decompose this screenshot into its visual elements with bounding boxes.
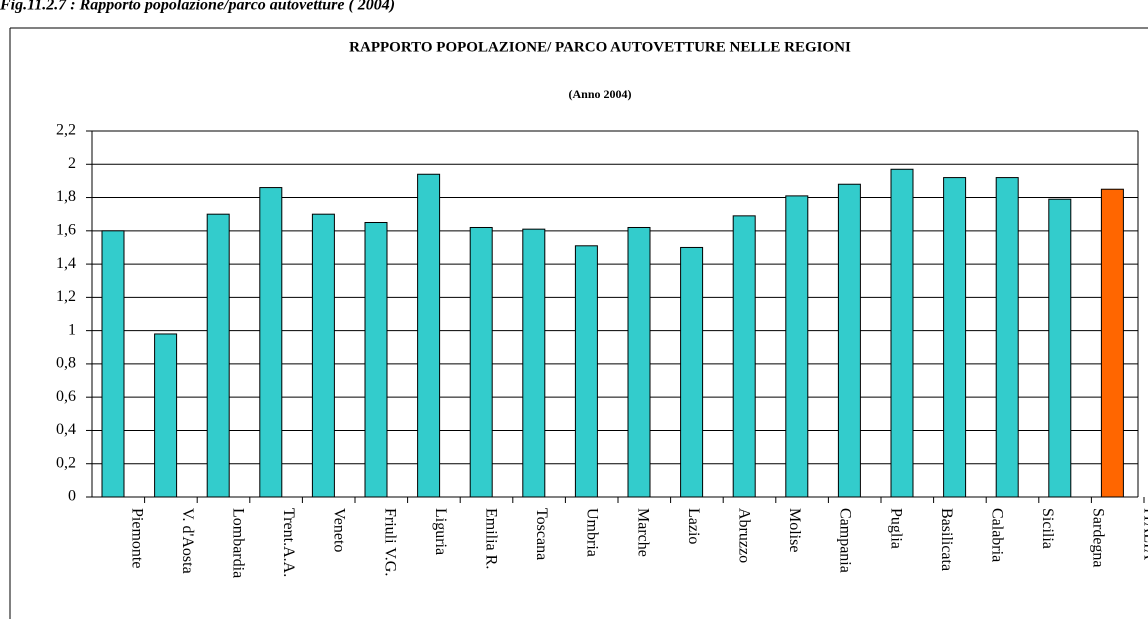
bar <box>154 333 178 498</box>
x-tick-label: Liguria <box>432 508 449 555</box>
bar <box>417 173 441 498</box>
x-tick-label: Emilia R. <box>483 508 500 569</box>
x-tick-label: Veneto <box>331 508 348 552</box>
y-tick-label: 0,6 <box>56 388 76 405</box>
x-tick-label: Friuli V.G. <box>381 508 398 576</box>
x-tick-label: Abruzzo <box>736 508 753 563</box>
x-tick-label: Toscana <box>533 508 550 560</box>
y-tick-label: 0,8 <box>56 355 76 372</box>
bar <box>1100 188 1124 498</box>
y-tick-label: 0,4 <box>56 421 76 438</box>
y-tick-label: 1,4 <box>56 255 76 272</box>
chart-title: RAPPORTO POPOLAZIONE/ PARCO AUTOVETTURE … <box>349 39 851 55</box>
y-tick-label: 1 <box>68 321 76 338</box>
x-tick-label: Lombardia <box>230 508 247 578</box>
bar <box>574 245 598 498</box>
x-tick-label: Campania <box>837 508 854 573</box>
y-tick-label: 2,2 <box>56 122 76 139</box>
bar <box>890 168 914 498</box>
x-tick-label: Piemonte <box>128 508 145 568</box>
y-tick-label: 0,2 <box>56 454 76 471</box>
bar <box>627 226 651 498</box>
bar <box>1048 198 1072 498</box>
x-tick-label: Trent.A.A. <box>280 508 297 577</box>
y-tick-label: 1,2 <box>56 288 76 305</box>
bar <box>469 226 493 498</box>
bar <box>680 246 704 498</box>
bar <box>259 187 283 498</box>
x-tick-label: Lazio <box>685 508 702 544</box>
bar <box>364 222 388 498</box>
x-tick-label: Sardegna <box>1090 508 1107 568</box>
bar <box>101 230 125 498</box>
x-tick-label: Marche <box>634 508 651 557</box>
bar <box>995 177 1019 498</box>
x-tick-label: Calabria <box>989 508 1006 562</box>
bar <box>522 228 546 498</box>
bar <box>311 213 335 498</box>
bar <box>943 177 967 498</box>
bar <box>206 213 230 498</box>
x-tick-label: Molise <box>786 508 803 552</box>
x-tick-label: Puglia <box>887 508 904 549</box>
y-tick-label: 1,8 <box>56 188 76 205</box>
y-tick-label: 1,6 <box>56 221 76 238</box>
x-tick-label: Basilicata <box>938 508 955 571</box>
x-tick-label: Sicilia <box>1039 508 1056 549</box>
x-tick-label: Umbria <box>584 508 601 557</box>
x-tick-label: ITALIA <box>1140 508 1148 560</box>
bar <box>785 195 809 498</box>
bar <box>837 183 861 498</box>
y-tick-label: 0 <box>68 488 76 505</box>
bar <box>732 215 756 498</box>
caption: Fig.11.2.7 : Rapporto popolazione/parco … <box>0 0 395 14</box>
chart-subtitle: (Anno 2004) <box>568 87 631 101</box>
x-tick-label: V. d'Aosta <box>179 508 196 574</box>
y-tick-label: 2 <box>68 155 76 172</box>
